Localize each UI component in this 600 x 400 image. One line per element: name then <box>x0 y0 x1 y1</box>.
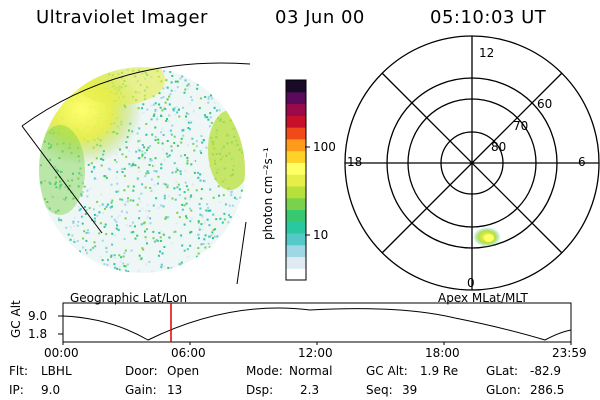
door-label: Door: <box>125 364 158 378</box>
glat-label: GLat: <box>486 364 519 378</box>
gcalt-value: 1.9 Re <box>420 364 459 378</box>
earth-disk-image <box>21 62 251 285</box>
colorbar-segment <box>286 244 306 258</box>
gcalt-label: GC Alt: <box>366 364 408 378</box>
mlt-label-18: 18 <box>347 155 363 169</box>
colorbar-segment <box>286 197 306 211</box>
altitude-timeline <box>58 302 572 345</box>
gc-alt-axis-label: GC Alt <box>9 300 23 338</box>
colorbar-tick-100: 100 <box>313 140 336 154</box>
gain-label: Gain: <box>125 383 157 397</box>
mlt-label-6: 6 <box>578 155 586 169</box>
colorbar-segment <box>286 185 306 199</box>
colorbar <box>285 79 307 281</box>
date-label: 03 Jun 00 <box>275 7 365 28</box>
door-value: Open <box>167 364 200 378</box>
x-tick-0600: 06:00 <box>171 346 206 360</box>
colorbar-segment <box>286 103 306 116</box>
colorbar-segment <box>286 91 306 105</box>
colorbar-segment <box>286 127 306 140</box>
flt-value: LBHL <box>41 364 72 378</box>
x-tick-1200: 12:00 <box>298 346 333 360</box>
y-tick-9: 9.0 <box>28 309 48 323</box>
geographic-label: Geographic Lat/Lon <box>70 291 188 305</box>
apex-label: Apex MLat/MLT <box>438 291 528 305</box>
dsp-value: 2.3 <box>300 383 320 397</box>
colorbar-segment <box>286 162 306 175</box>
lat-label-70: 70 <box>513 119 529 133</box>
colorbar-segment <box>286 221 306 234</box>
time-label: 05:10:03 UT <box>430 7 547 28</box>
seq-value: 39 <box>402 383 418 397</box>
seq-label: Seq: <box>366 383 393 397</box>
colorbar-segment <box>286 256 306 269</box>
mlt-label-0: 0 <box>467 276 475 290</box>
ip-value: 9.0 <box>41 383 61 397</box>
polar-mlt-plot <box>344 35 600 291</box>
colorbar-segment <box>286 115 306 128</box>
lat-label-60: 60 <box>537 97 553 111</box>
colorbar-unit-label: photon cm⁻²s⁻¹ <box>261 147 275 240</box>
colorbar-segment <box>286 150 306 163</box>
ip-label: IP: <box>9 383 24 397</box>
colorbar-segment <box>286 80 306 93</box>
colorbar-segment <box>286 268 306 281</box>
colorbar-segment <box>286 138 306 152</box>
colorbar-segment <box>286 209 306 222</box>
colorbar-segment <box>286 174 306 187</box>
glon-label: GLon: <box>486 383 521 397</box>
x-tick-0000: 00:00 <box>44 346 79 360</box>
instrument-title: Ultraviolet Imager <box>36 7 208 28</box>
lat-label-80: 80 <box>491 140 507 154</box>
x-tick-2359: 23:59 <box>552 346 587 360</box>
gain-value: 13 <box>167 383 183 397</box>
colorbar-tick-10: 10 <box>313 228 329 242</box>
colorbar-segment <box>286 232 306 246</box>
mode-label: Mode: <box>246 364 283 378</box>
glat-value: -82.9 <box>530 364 562 378</box>
flt-label: Flt: <box>9 364 28 378</box>
glon-value: 286.5 <box>530 383 565 397</box>
x-tick-1800: 18:00 <box>425 346 460 360</box>
mlt-label-12: 12 <box>479 46 495 60</box>
dsp-label: Dsp: <box>246 383 274 397</box>
y-tick-1-8: 1.8 <box>28 327 48 341</box>
mode-value: Normal <box>289 364 333 378</box>
altitude-curve <box>62 307 572 341</box>
